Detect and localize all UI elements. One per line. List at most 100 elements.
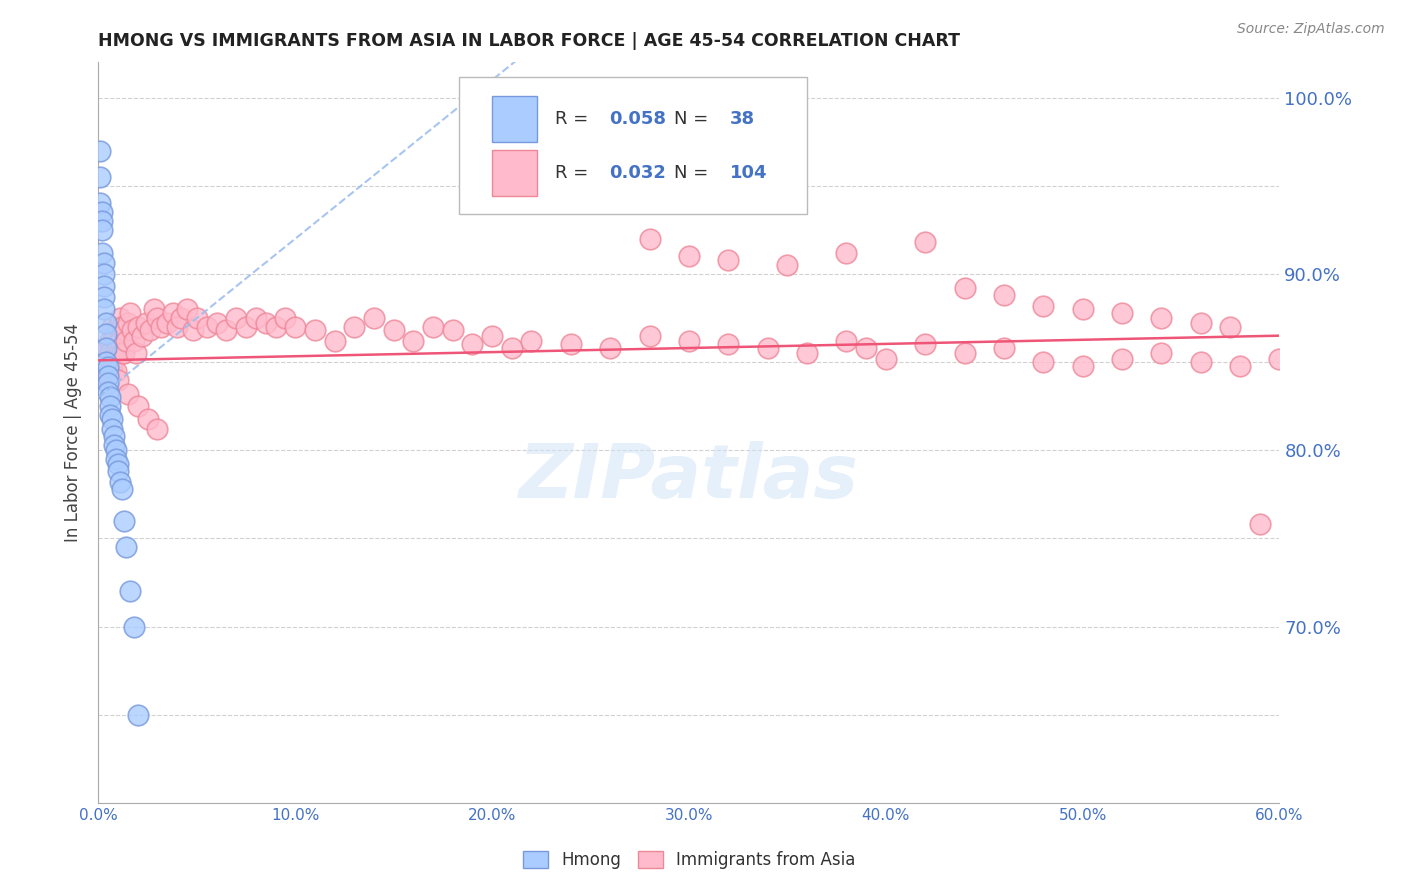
Immigrants from Asia bbox=[245, 311, 267, 326]
Immigrants from Asia bbox=[402, 334, 425, 348]
Immigrants from Asia bbox=[284, 319, 307, 334]
Text: 0.032: 0.032 bbox=[609, 163, 665, 182]
Immigrants from Asia bbox=[98, 334, 121, 348]
Immigrants from Asia bbox=[638, 328, 661, 343]
Immigrants from Asia bbox=[150, 319, 173, 334]
Immigrants from Asia bbox=[205, 316, 228, 330]
Immigrants from Asia bbox=[103, 351, 125, 366]
Immigrants from Asia bbox=[1071, 359, 1094, 373]
Immigrants from Asia bbox=[170, 311, 193, 326]
Hmong bbox=[89, 196, 111, 211]
Immigrants from Asia bbox=[127, 399, 149, 413]
Immigrants from Asia bbox=[105, 364, 128, 378]
Text: N =: N = bbox=[673, 110, 707, 128]
Immigrants from Asia bbox=[136, 411, 159, 425]
Immigrants from Asia bbox=[111, 346, 134, 360]
Hmong bbox=[96, 316, 118, 330]
Immigrants from Asia bbox=[678, 334, 700, 348]
Immigrants from Asia bbox=[855, 341, 877, 355]
Text: ZIPatlas: ZIPatlas bbox=[519, 441, 859, 514]
Hmong bbox=[91, 214, 114, 228]
Hmong bbox=[101, 422, 124, 436]
Immigrants from Asia bbox=[118, 306, 141, 320]
Immigrants from Asia bbox=[122, 334, 145, 348]
Immigrants from Asia bbox=[835, 334, 858, 348]
Immigrants from Asia bbox=[638, 232, 661, 246]
Immigrants from Asia bbox=[1189, 316, 1212, 330]
Hmong bbox=[127, 707, 149, 722]
Immigrants from Asia bbox=[914, 337, 936, 351]
Immigrants from Asia bbox=[501, 341, 523, 355]
Text: R =: R = bbox=[555, 163, 595, 182]
Immigrants from Asia bbox=[96, 351, 118, 366]
Hmong bbox=[115, 540, 138, 554]
Immigrants from Asia bbox=[108, 311, 131, 326]
Immigrants from Asia bbox=[235, 319, 257, 334]
Immigrants from Asia bbox=[1032, 355, 1054, 369]
Text: R =: R = bbox=[555, 110, 595, 128]
Immigrants from Asia bbox=[97, 341, 120, 355]
Immigrants from Asia bbox=[993, 341, 1015, 355]
Hmong bbox=[89, 169, 111, 184]
Immigrants from Asia bbox=[1249, 517, 1271, 532]
Immigrants from Asia bbox=[181, 323, 204, 337]
FancyBboxPatch shape bbox=[458, 78, 807, 214]
Immigrants from Asia bbox=[796, 346, 818, 360]
Immigrants from Asia bbox=[717, 252, 740, 267]
Immigrants from Asia bbox=[1189, 355, 1212, 369]
Immigrants from Asia bbox=[599, 341, 621, 355]
Immigrants from Asia bbox=[117, 316, 139, 330]
Hmong bbox=[101, 411, 124, 425]
Immigrants from Asia bbox=[382, 323, 405, 337]
Immigrants from Asia bbox=[142, 302, 165, 317]
Hmong bbox=[103, 429, 125, 443]
Immigrants from Asia bbox=[441, 323, 464, 337]
Hmong bbox=[98, 390, 121, 404]
Immigrants from Asia bbox=[914, 235, 936, 250]
Immigrants from Asia bbox=[756, 341, 779, 355]
Immigrants from Asia bbox=[103, 328, 125, 343]
Hmong bbox=[93, 256, 115, 270]
Immigrants from Asia bbox=[186, 311, 208, 326]
Hmong bbox=[97, 376, 120, 391]
Hmong bbox=[96, 326, 118, 341]
FancyBboxPatch shape bbox=[492, 150, 537, 195]
Hmong bbox=[89, 144, 111, 158]
Immigrants from Asia bbox=[1032, 299, 1054, 313]
Immigrants from Asia bbox=[112, 323, 135, 337]
Immigrants from Asia bbox=[363, 311, 385, 326]
Immigrants from Asia bbox=[481, 328, 503, 343]
Immigrants from Asia bbox=[520, 334, 543, 348]
Legend: Hmong, Immigrants from Asia: Hmong, Immigrants from Asia bbox=[516, 845, 862, 876]
Immigrants from Asia bbox=[127, 319, 149, 334]
Immigrants from Asia bbox=[138, 323, 160, 337]
Immigrants from Asia bbox=[91, 346, 114, 360]
Immigrants from Asia bbox=[97, 364, 120, 378]
Text: N =: N = bbox=[673, 163, 707, 182]
Immigrants from Asia bbox=[1111, 306, 1133, 320]
Immigrants from Asia bbox=[422, 319, 444, 334]
Immigrants from Asia bbox=[717, 337, 740, 351]
Hmong bbox=[97, 369, 120, 384]
Immigrants from Asia bbox=[117, 387, 139, 401]
Immigrants from Asia bbox=[115, 334, 138, 348]
Immigrants from Asia bbox=[131, 328, 153, 343]
Immigrants from Asia bbox=[176, 302, 198, 317]
Immigrants from Asia bbox=[461, 337, 484, 351]
Immigrants from Asia bbox=[264, 319, 287, 334]
Immigrants from Asia bbox=[96, 369, 118, 384]
Hmong bbox=[98, 399, 121, 413]
Immigrants from Asia bbox=[1229, 359, 1251, 373]
Hmong bbox=[97, 385, 120, 400]
Immigrants from Asia bbox=[835, 245, 858, 260]
Immigrants from Asia bbox=[101, 319, 124, 334]
Immigrants from Asia bbox=[953, 281, 976, 295]
Immigrants from Asia bbox=[678, 249, 700, 263]
Immigrants from Asia bbox=[101, 359, 124, 373]
Hmong bbox=[96, 355, 118, 369]
Immigrants from Asia bbox=[1150, 346, 1173, 360]
Y-axis label: In Labor Force | Age 45-54: In Labor Force | Age 45-54 bbox=[65, 323, 83, 542]
Immigrants from Asia bbox=[776, 258, 799, 272]
Hmong bbox=[91, 205, 114, 219]
Immigrants from Asia bbox=[1268, 351, 1291, 366]
